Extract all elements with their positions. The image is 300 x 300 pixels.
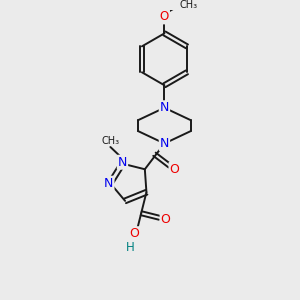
Text: O: O — [129, 227, 139, 240]
Text: N: N — [104, 177, 113, 190]
Text: O: O — [160, 11, 169, 23]
Text: CH₃: CH₃ — [179, 0, 197, 11]
Text: O: O — [160, 213, 170, 226]
Text: N: N — [160, 137, 169, 150]
Text: H: H — [126, 241, 135, 254]
Text: N: N — [118, 156, 127, 169]
Text: N: N — [160, 101, 169, 114]
Text: O: O — [169, 163, 179, 176]
Text: CH₃: CH₃ — [101, 136, 119, 146]
